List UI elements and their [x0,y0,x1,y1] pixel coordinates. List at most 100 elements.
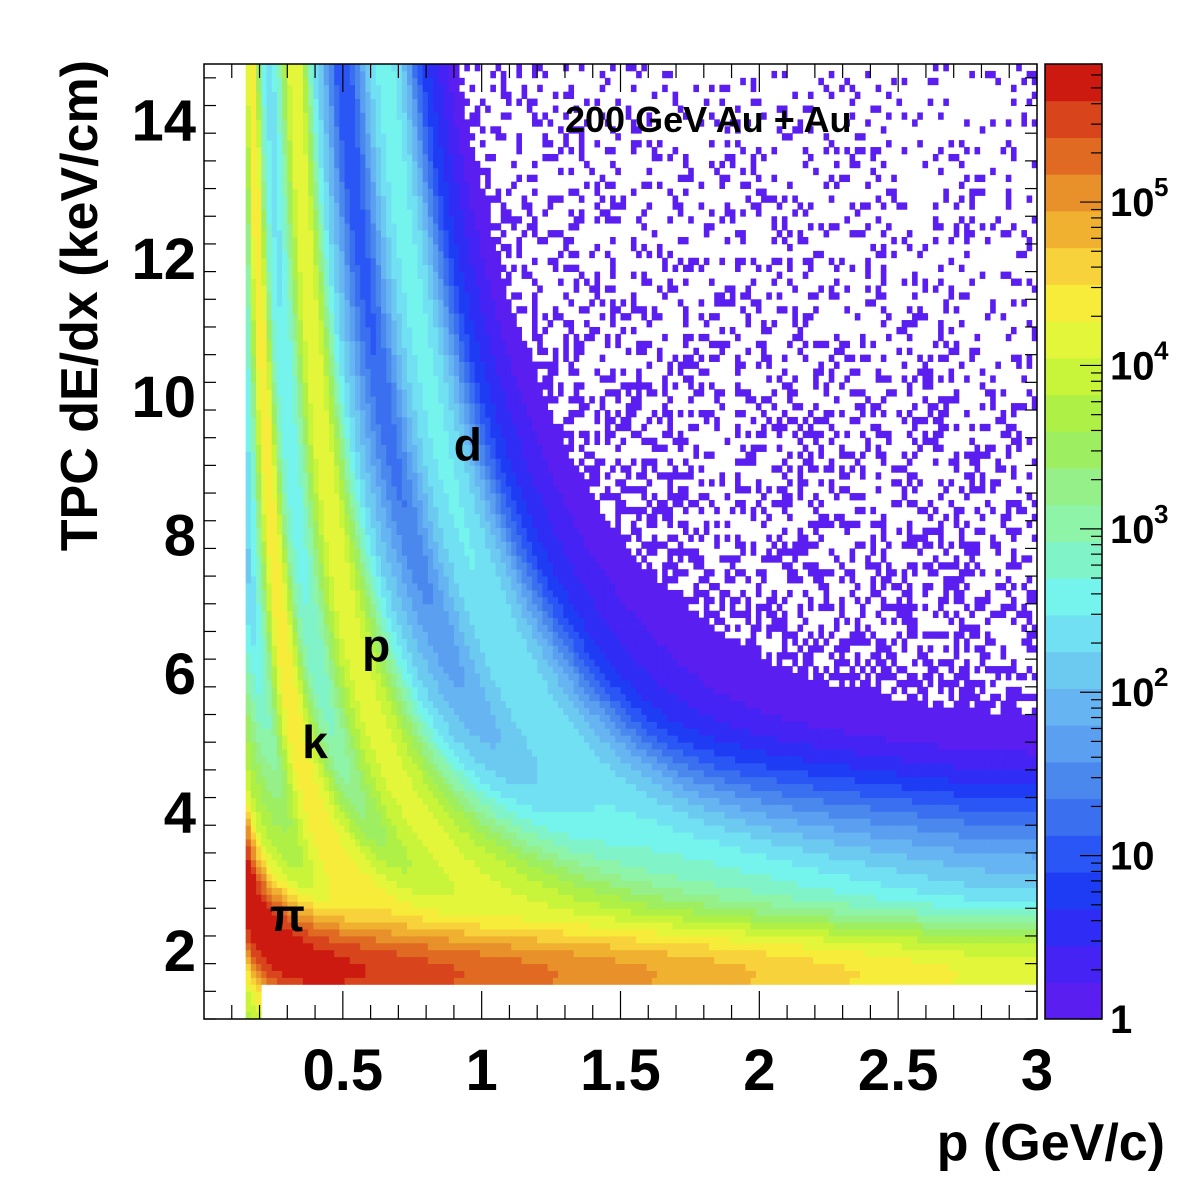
heatmap-cell [417,520,424,529]
heatmap-cell [386,949,392,958]
heatmap-cell [334,112,340,120]
heatmap-cell [396,375,403,383]
heatmap-cell [365,728,371,736]
heatmap-cell [261,742,267,750]
heatmap-cell [271,693,278,702]
heatmap-cell [261,444,267,452]
heatmap-cell [297,548,304,556]
heatmap-cell [427,493,434,501]
heatmap-cell [422,167,429,176]
heatmap-cell [256,243,262,252]
heatmap-cell [339,624,345,632]
heatmap-cell [386,624,392,632]
heatmap-cell [401,64,408,72]
heatmap-cell [318,901,325,909]
heatmap-cell [318,666,325,674]
heatmap-cell [271,659,278,667]
heatmap-cell [308,700,314,708]
heatmap-cell [261,306,267,314]
heatmap-cell [391,624,398,632]
heatmap-cell [245,929,252,937]
heatmap-cell [308,430,314,439]
heatmap-cell [323,645,330,653]
heatmap-cell [266,486,273,494]
heatmap-cell [256,776,262,785]
heatmap-cell [365,70,371,79]
heatmap-cell [287,735,293,743]
heatmap-cell [287,901,293,909]
heatmap-cell [360,230,366,238]
heatmap-cell [386,700,392,708]
heatmap-cell [318,548,325,556]
heatmap-cell [266,949,273,958]
heatmap-cell [266,728,273,736]
heatmap-cell [344,105,351,113]
heatmap-cell [344,499,351,508]
heatmap-cell [370,908,377,916]
heatmap-cell [365,839,371,847]
heatmap-cell [266,119,273,127]
heatmap-cell [292,368,299,376]
heatmap-cell [381,596,387,605]
heatmap-cell [328,264,335,273]
heatmap-cell [391,631,398,639]
heatmap-cell [297,679,304,688]
heatmap-cell [433,569,439,577]
heatmap-cell [256,894,262,902]
heatmap-cell [266,645,273,653]
heatmap-cell [386,852,392,861]
heatmap-cell [261,299,267,307]
heatmap-cell [245,451,252,459]
heatmap-cell [339,555,345,563]
heatmap-cell [375,776,382,785]
heatmap-cell [354,811,361,819]
heatmap-cell [401,202,408,210]
heatmap-cell [318,382,325,390]
heatmap-cell [360,410,366,418]
heatmap-cell [292,444,299,452]
heatmap-cell [271,354,278,362]
heatmap-cell [360,271,366,279]
heatmap-cell [339,728,345,736]
heatmap-cell [370,970,377,978]
heatmap-cell [396,340,403,349]
heatmap-cell [344,264,351,273]
heatmap-cell [282,202,288,210]
heatmap-cell [349,776,356,785]
heatmap-cell [375,98,382,106]
heatmap-cell [292,430,299,439]
heatmap-cell [308,762,314,771]
heatmap-cell [375,354,382,362]
heatmap-cell [334,555,340,563]
heatmap-cell [427,873,434,881]
heatmap-cell [417,555,424,563]
heatmap-cell [386,167,392,176]
heatmap-cell [391,361,398,369]
heatmap-cell [276,666,283,674]
heatmap-cell [282,306,288,314]
heatmap-cell [250,832,257,840]
heatmap-cell [391,672,398,681]
heatmap-cell [266,963,273,971]
heatmap-cell [412,458,418,466]
heatmap-cell [381,700,387,708]
heatmap-cell [245,416,252,425]
heatmap-cell [302,707,309,715]
heatmap-cell [360,396,366,404]
heatmap-cell [354,804,361,812]
heatmap-cell [334,472,340,480]
heatmap-cell [407,700,413,708]
heatmap-cell [250,887,257,895]
heatmap-cell [328,506,335,515]
heatmap-cell [292,188,299,196]
heatmap-cell [433,645,439,653]
heatmap-cell [360,908,366,916]
heatmap-cell [302,382,309,390]
heatmap-cell [292,375,299,383]
heatmap-cell [287,672,293,681]
heatmap-cell [308,375,314,383]
heatmap-cell [433,555,439,563]
heatmap-cell [344,714,351,722]
heatmap-cell [287,977,293,985]
heatmap-cell [349,486,356,494]
